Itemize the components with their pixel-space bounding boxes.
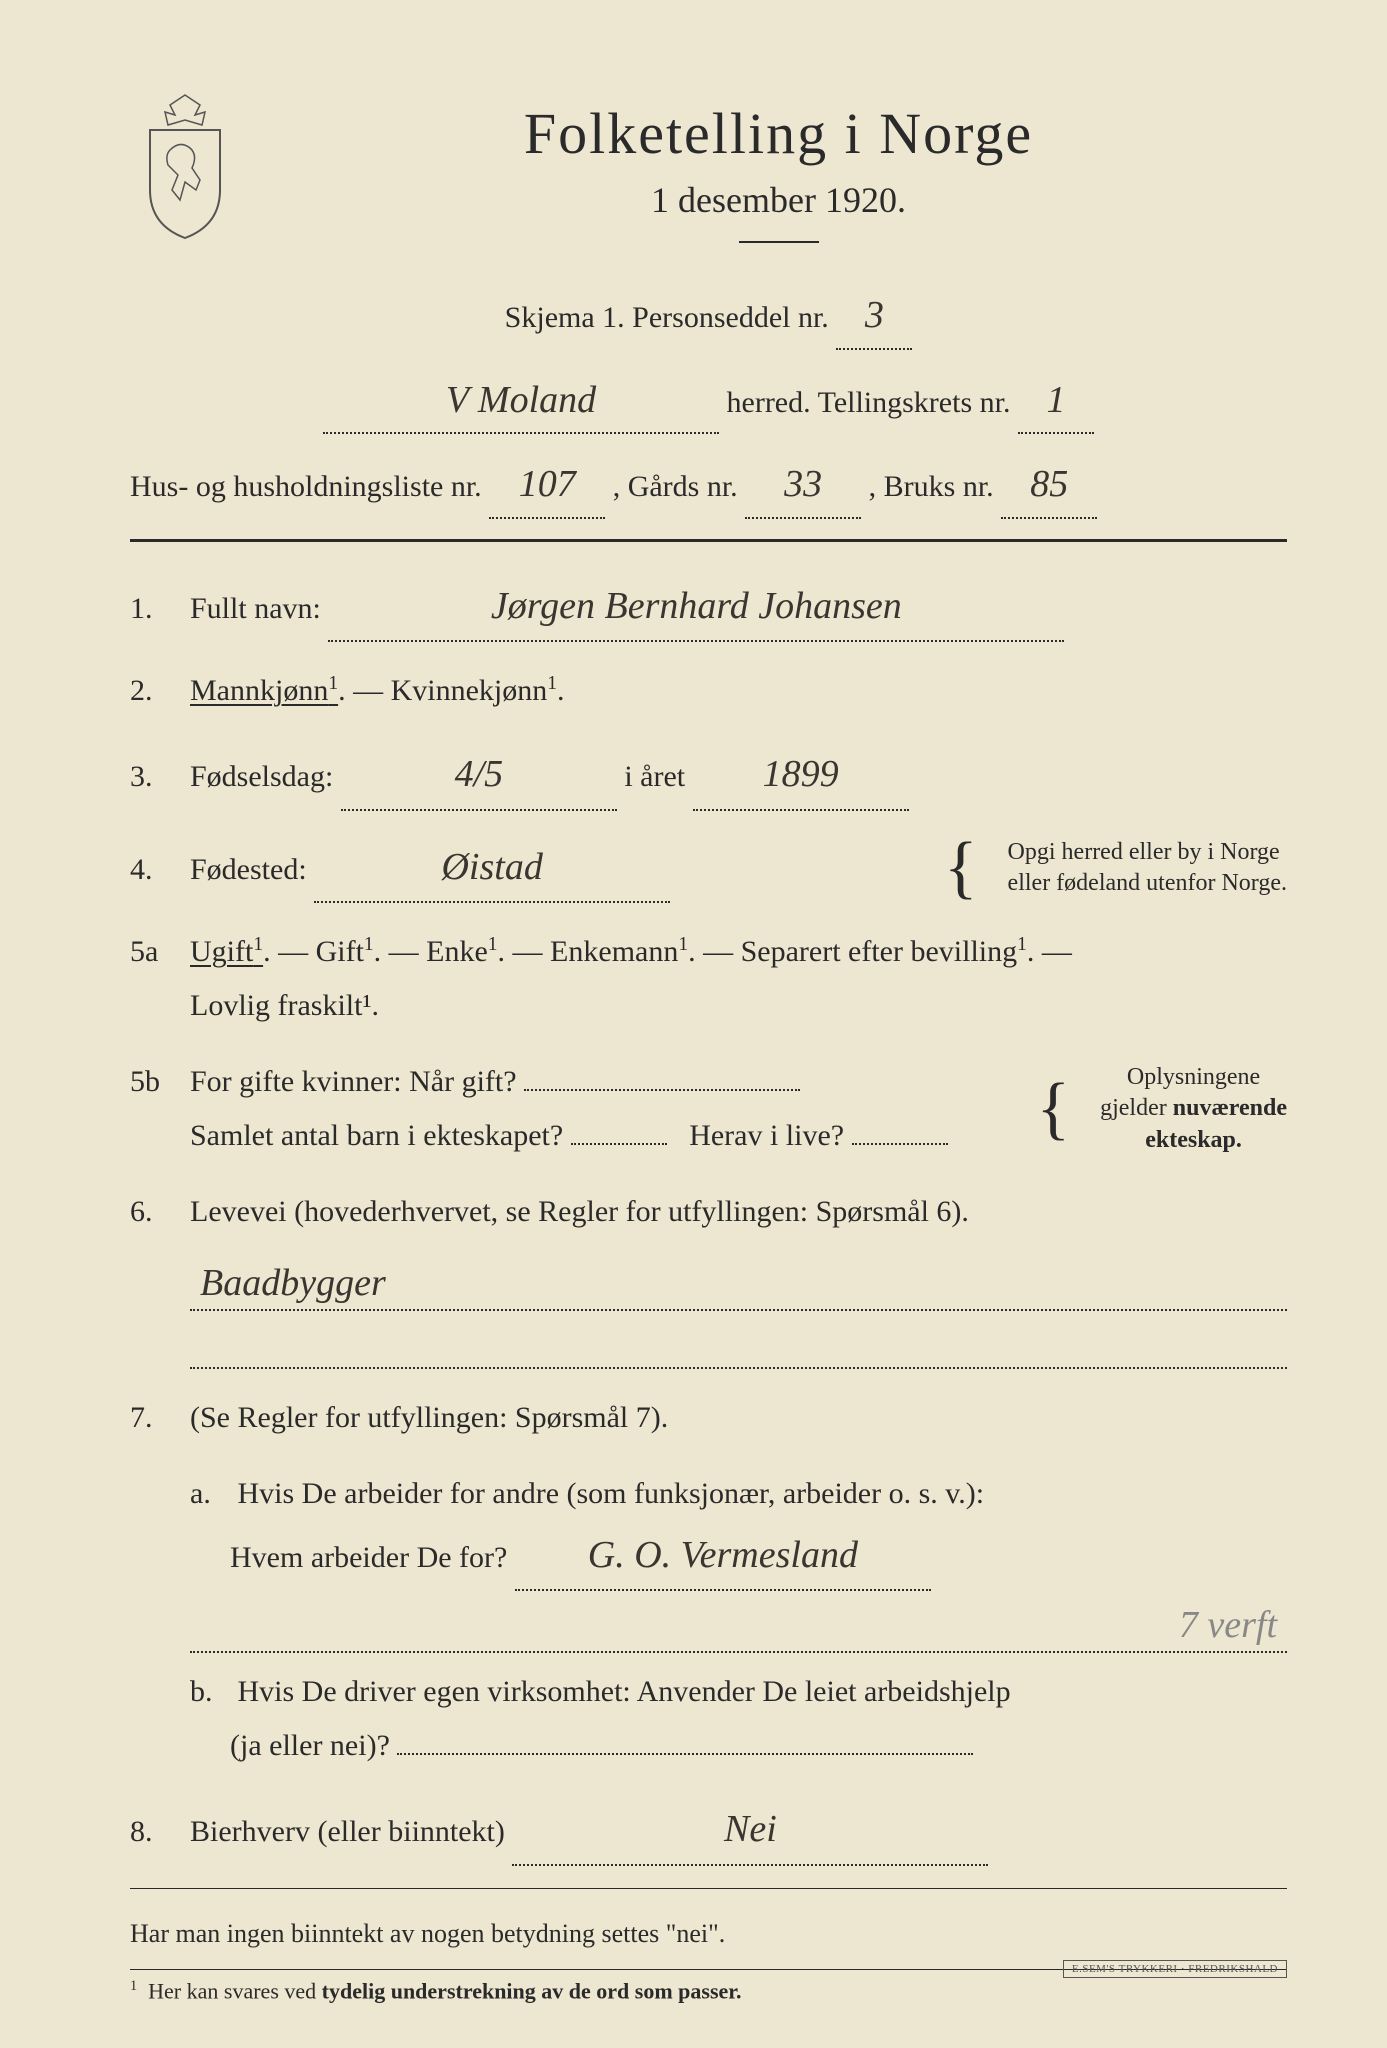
title-underline <box>739 241 819 243</box>
q7-num: 7. <box>130 1391 190 1445</box>
q1-value: Jørgen Bernhard Johansen <box>328 572 1064 642</box>
q8-value: Nei <box>512 1795 988 1865</box>
q1: 1. Fullt navn: Jørgen Bernhard Johansen <box>130 572 1287 642</box>
q5b: 5b For gifte kvinner: Når gift? Samlet a… <box>130 1055 1287 1163</box>
q7a-value: G. O. Vermesland <box>515 1521 931 1591</box>
q6-value: Baadbygger <box>190 1261 1287 1311</box>
q5b-l2: Samlet antal barn i ekteskapet? <box>190 1119 563 1152</box>
q6-label: Levevei (hovederhvervet, se Regler for u… <box>190 1185 1287 1239</box>
divider-thin <box>130 1888 1287 1889</box>
q5a-line2: Lovlig fraskilt¹. <box>190 989 379 1022</box>
q3: 3. Fødselsdag: 4/5 i året 1899 <box>130 740 1287 810</box>
q8-label: Bierhverv (eller biinntekt) <box>190 1815 505 1848</box>
q4: 4. Fødested: Øistad { Opgi herred eller … <box>130 833 1287 903</box>
brace-icon: { <box>1037 1081 1071 1137</box>
q6: 6. Levevei (hovederhvervet, se Regler fo… <box>130 1185 1287 1239</box>
q3-day: 4/5 <box>341 740 617 810</box>
q6-num: 6. <box>130 1185 190 1239</box>
q7b: b. Hvis De driver egen virksomhet: Anven… <box>190 1665 1287 1773</box>
q6-blank <box>190 1323 1287 1369</box>
q4-note: Opgi herred eller by i Norge eller fødel… <box>1008 837 1287 899</box>
q7b-value <box>397 1753 973 1755</box>
q4-num: 4. <box>130 843 190 897</box>
q7a-value2-line: 7 verft <box>190 1603 1287 1653</box>
q5a-ugift: Ugift1 <box>190 935 263 968</box>
q8: 8. Bierhverv (eller biinntekt) Nei <box>130 1795 1287 1865</box>
q7b-label: Hvis De driver egen virksomhet: Anvender… <box>238 1675 1011 1708</box>
q7b-letter: b. <box>190 1665 230 1719</box>
herred-line: V Moland herred. Tellingskrets nr. 1 <box>130 368 1287 435</box>
footer-note: Har man ingen biinntekt av nogen betydni… <box>130 1919 1287 1949</box>
bruks-label: , Bruks nr. <box>869 470 994 503</box>
q7b-q: (ja eller nei)? <box>230 1729 390 1762</box>
q1-label: Fullt navn: <box>190 592 321 625</box>
q3-label: Fødselsdag: <box>190 760 333 793</box>
q5b-live <box>852 1143 948 1145</box>
printer-mark: E.SEM'S TRYKKERI · FREDRIKSHALD <box>1063 1960 1287 1978</box>
brace-icon: { <box>944 840 978 896</box>
divider <box>130 539 1287 542</box>
q5b-barn <box>571 1143 667 1145</box>
q7a-label: Hvis De arbeider for andre (som funksjon… <box>238 1477 985 1510</box>
q3-num: 3. <box>130 750 190 804</box>
tellingskrets-nr: 1 <box>1018 368 1094 435</box>
coat-of-arms-icon <box>130 90 240 240</box>
herred-label: herred. Tellingskrets nr. <box>727 386 1011 419</box>
q7a-letter: a. <box>190 1467 230 1521</box>
herred-name: V Moland <box>323 368 719 435</box>
q7a-q: Hvem arbeider De for? <box>230 1541 507 1574</box>
q8-num: 8. <box>130 1805 190 1859</box>
bruks-nr: 85 <box>1001 452 1097 519</box>
q2-opt1: Mannkjønn1 <box>190 674 338 707</box>
schema-line: Skjema 1. Personseddel nr. 3 <box>130 283 1287 350</box>
main-title: Folketelling i Norge <box>270 100 1287 167</box>
census-form-page: Folketelling i Norge 1 desember 1920. Sk… <box>0 0 1387 2048</box>
q7: 7. (Se Regler for utfyllingen: Spørsmål … <box>130 1391 1287 1445</box>
q5b-num: 5b <box>130 1055 190 1109</box>
q5b-note: Oplysningene gjelder nuværende ekteskap. <box>1100 1062 1287 1156</box>
husliste-nr: 107 <box>489 452 605 519</box>
q2: 2. Mannkjønn1. — Kvinnekjønn1. <box>130 664 1287 718</box>
q2-dash: — <box>353 674 391 707</box>
q5a-num: 5a <box>130 925 190 979</box>
schema-label: Skjema 1. Personseddel nr. <box>505 301 829 334</box>
q5b-l1: For gifte kvinner: Når gift? <box>190 1065 517 1098</box>
q2-opt2: Kvinnekjønn <box>391 674 548 707</box>
personseddel-nr: 3 <box>836 283 912 350</box>
gards-label: , Gårds nr. <box>613 470 738 503</box>
husliste-line: Hus- og husholdningsliste nr. 107 , Gård… <box>130 452 1287 519</box>
q4-label: Fødested: <box>190 853 307 886</box>
q2-num: 2. <box>130 664 190 718</box>
q4-value: Øistad <box>314 833 670 903</box>
q3-mid: i året <box>624 760 685 793</box>
q5b-l2b: Herav i live? <box>689 1119 844 1152</box>
q7a: a. Hvis De arbeider for andre (som funks… <box>190 1467 1287 1591</box>
q7a-value2: 7 verft <box>1179 1604 1277 1646</box>
title-block: Folketelling i Norge 1 desember 1920. <box>270 90 1287 243</box>
q3-year: 1899 <box>693 740 909 810</box>
header: Folketelling i Norge 1 desember 1920. <box>130 90 1287 243</box>
husliste-label: Hus- og husholdningsliste nr. <box>130 470 482 503</box>
gards-nr: 33 <box>745 452 861 519</box>
q5a: 5a Ugift1. — Gift1. — Enke1. — Enkemann1… <box>130 925 1287 1033</box>
q1-num: 1. <box>130 582 190 636</box>
q7-label: (Se Regler for utfyllingen: Spørsmål 7). <box>190 1391 1287 1445</box>
census-date: 1 desember 1920. <box>270 179 1287 221</box>
q5b-gift-year <box>524 1089 800 1091</box>
